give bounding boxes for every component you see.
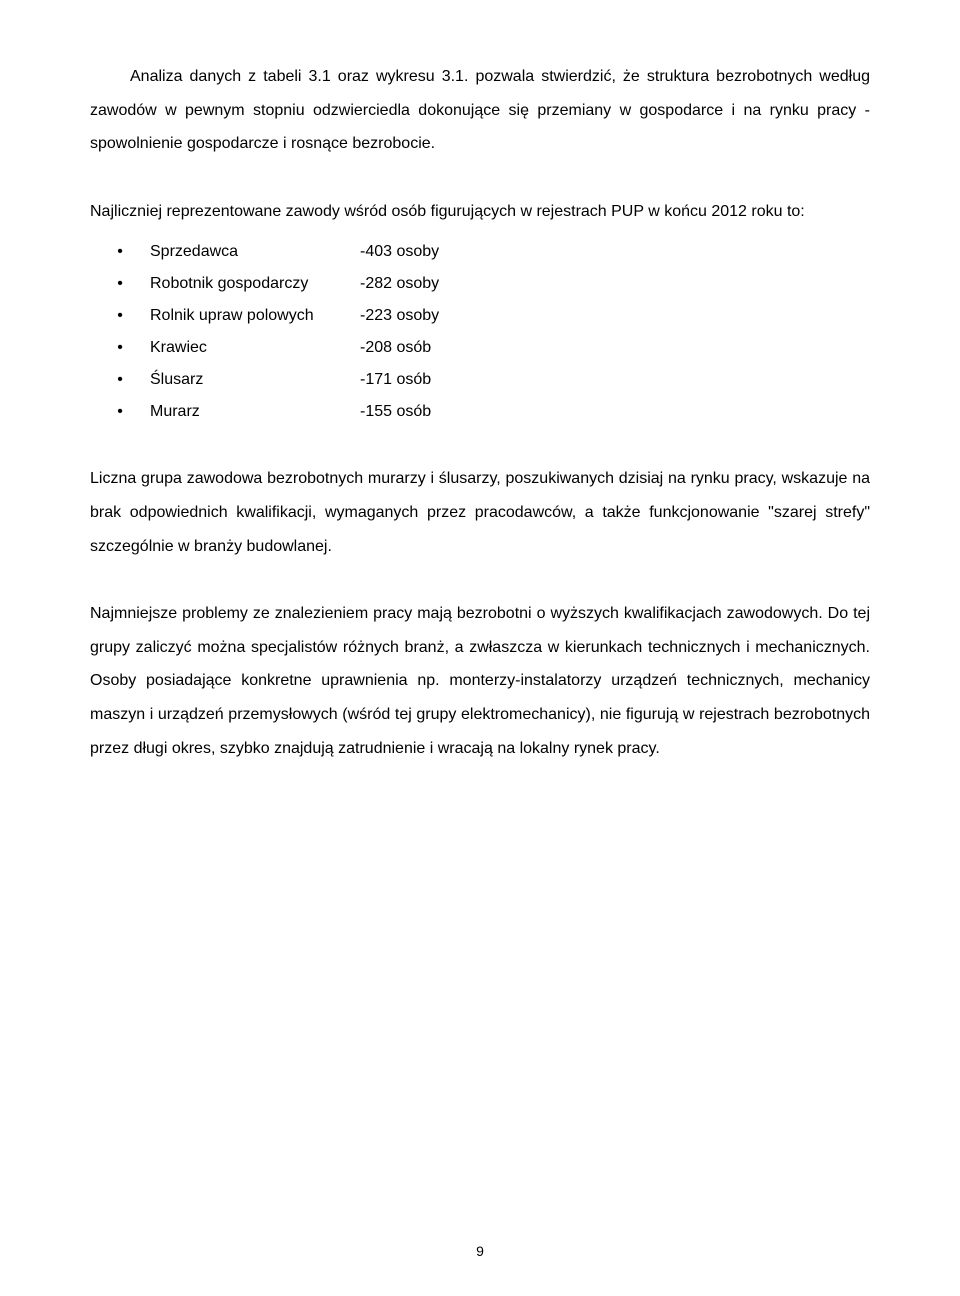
document-page: Analiza danych z tabeli 3.1 oraz wykresu… xyxy=(0,0,960,1296)
occupation-value: -171 osób xyxy=(360,364,870,396)
bullet-icon: • xyxy=(90,300,150,332)
occupation-value: -223 osoby xyxy=(360,300,870,332)
bullet-icon: • xyxy=(90,236,150,268)
occupation-value: -403 osoby xyxy=(360,236,870,268)
paragraph-1: Analiza danych z tabeli 3.1 oraz wykresu… xyxy=(90,60,870,161)
list-item: • Robotnik gospodarczy -282 osoby xyxy=(90,268,870,300)
list-item: • Murarz -155 osób xyxy=(90,396,870,428)
list-item: • Krawiec -208 osób xyxy=(90,332,870,364)
occupation-value: -282 osoby xyxy=(360,268,870,300)
list-intro: Najliczniej reprezentowane zawody wśród … xyxy=(90,195,870,229)
occupation-name: Sprzedawca xyxy=(150,236,360,268)
occupation-name: Rolnik upraw polowych xyxy=(150,300,360,332)
page-number: 9 xyxy=(0,1237,960,1266)
occupation-name: Ślusarz xyxy=(150,364,360,396)
bullet-icon: • xyxy=(90,396,150,428)
paragraph-2: Liczna grupa zawodowa bezrobotnych murar… xyxy=(90,462,870,563)
list-item: • Ślusarz -171 osób xyxy=(90,364,870,396)
list-item: • Sprzedawca -403 osoby xyxy=(90,236,870,268)
bullet-icon: • xyxy=(90,364,150,396)
list-item: • Rolnik upraw polowych -223 osoby xyxy=(90,300,870,332)
occupation-name: Robotnik gospodarczy xyxy=(150,268,360,300)
bullet-icon: • xyxy=(90,332,150,364)
bullet-icon: • xyxy=(90,268,150,300)
occupation-name: Murarz xyxy=(150,396,360,428)
occupation-name: Krawiec xyxy=(150,332,360,364)
paragraph-3: Najmniejsze problemy ze znalezieniem pra… xyxy=(90,597,870,765)
occupation-value: -208 osób xyxy=(360,332,870,364)
occupation-value: -155 osób xyxy=(360,396,870,428)
occupation-list: • Sprzedawca -403 osoby • Robotnik gospo… xyxy=(90,236,870,428)
